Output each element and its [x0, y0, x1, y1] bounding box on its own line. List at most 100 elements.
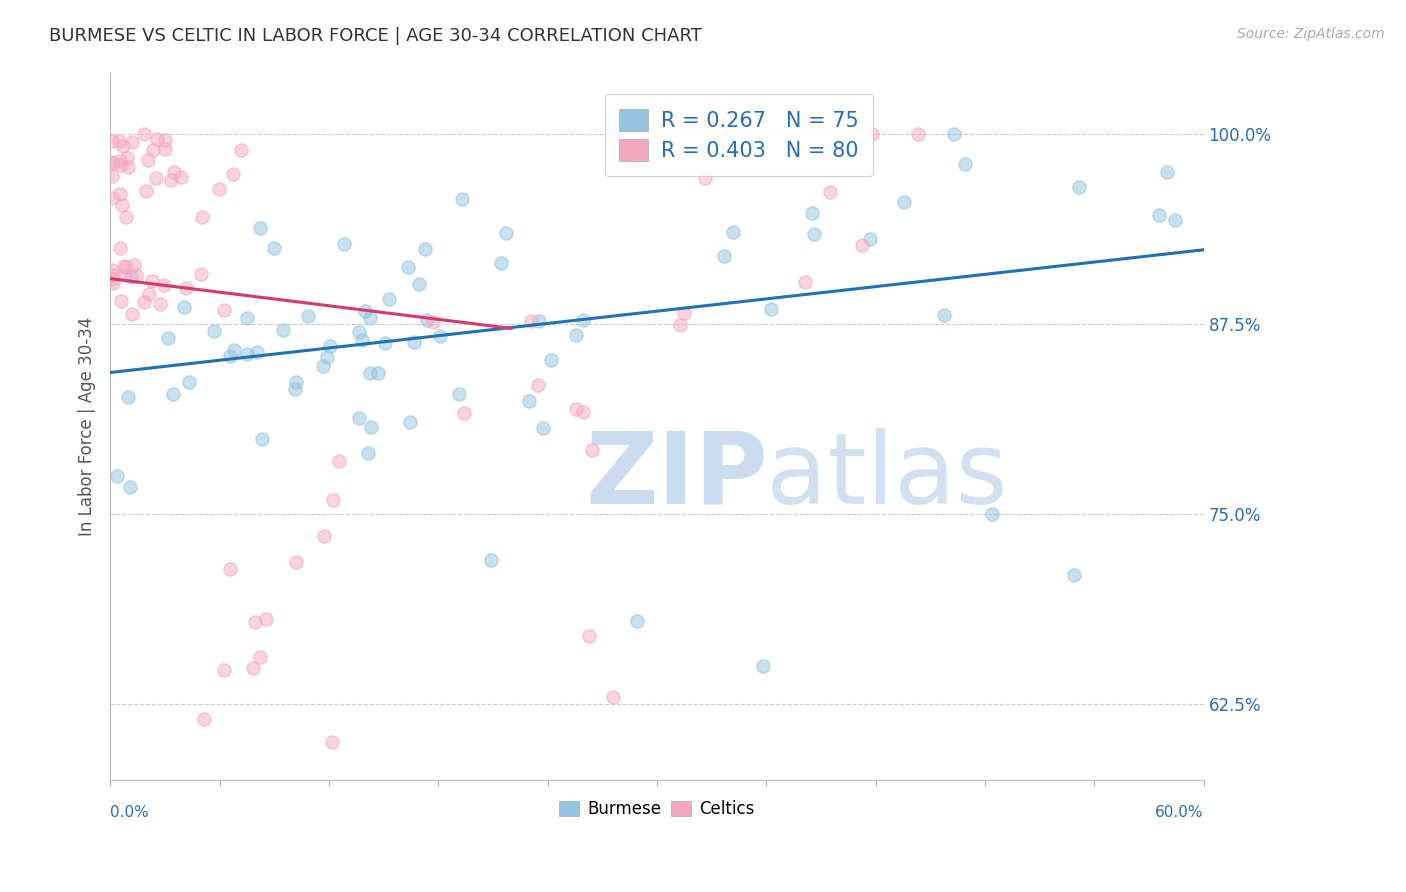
Point [190, 211, 212, 225]
Point [572, 404, 595, 418]
Point [101, 272, 124, 286]
Point [117, 161, 139, 175]
Text: atlas: atlas [766, 427, 1008, 524]
Point [110, 241, 132, 255]
Point [673, 305, 696, 319]
Point [114, 268, 136, 282]
Point [246, 345, 269, 359]
Point [429, 329, 451, 343]
Point [821, 145, 844, 159]
Point [219, 562, 242, 576]
Point [110, 187, 132, 202]
Point [489, 256, 512, 270]
Point [101, 268, 124, 283]
Point [314, 528, 336, 542]
Point [360, 420, 382, 434]
Point [149, 297, 172, 311]
Point [565, 401, 588, 416]
Point [378, 293, 401, 307]
Point [416, 313, 439, 327]
Point [157, 331, 180, 345]
Text: Source: ZipAtlas.com: Source: ZipAtlas.com [1237, 27, 1385, 41]
Point [146, 132, 169, 146]
Point [693, 170, 716, 185]
Point [125, 268, 148, 283]
Point [359, 310, 381, 325]
Point [111, 197, 134, 211]
Point [110, 158, 132, 172]
Point [190, 267, 212, 281]
Point [396, 260, 419, 275]
Point [120, 270, 142, 285]
Point [121, 307, 143, 321]
Point [347, 410, 370, 425]
Point [114, 260, 136, 275]
Point [1147, 208, 1170, 222]
Point [399, 415, 422, 429]
Point [222, 167, 245, 181]
Point [101, 191, 124, 205]
Point [108, 134, 131, 148]
Point [141, 274, 163, 288]
Point [170, 170, 193, 185]
Point [1156, 165, 1178, 179]
Point [208, 182, 231, 196]
Text: ZIP: ZIP [586, 427, 769, 524]
Point [153, 278, 176, 293]
Point [136, 153, 159, 167]
Point [254, 612, 277, 626]
Point [174, 281, 197, 295]
Point [517, 394, 540, 409]
Y-axis label: In Labor Force | Age 30-34: In Labor Force | Age 30-34 [79, 317, 96, 536]
Point [531, 420, 554, 434]
Point [122, 258, 145, 272]
Point [333, 236, 356, 251]
Point [404, 335, 426, 350]
Point [212, 303, 235, 318]
Point [626, 614, 648, 628]
Point [242, 661, 264, 675]
Point [250, 433, 273, 447]
Point [162, 165, 184, 179]
Point [101, 156, 124, 170]
Point [284, 375, 307, 389]
Point [578, 629, 600, 643]
Point [793, 275, 815, 289]
Point [115, 210, 138, 224]
Point [231, 143, 253, 157]
Point [451, 192, 474, 206]
Legend: Burmese, Celtics: Burmese, Celtics [553, 794, 762, 825]
Point [353, 304, 375, 318]
Point [273, 323, 295, 337]
Point [893, 194, 915, 209]
Point [101, 277, 124, 291]
Point [108, 153, 131, 168]
Point [1069, 180, 1091, 194]
Text: BURMESE VS CELTIC IN LABOR FORCE | AGE 30-34 CORRELATION CHART: BURMESE VS CELTIC IN LABOR FORCE | AGE 3… [49, 27, 702, 45]
Point [115, 152, 138, 166]
Point [851, 237, 873, 252]
Point [153, 133, 176, 147]
Text: 60.0%: 60.0% [1156, 805, 1204, 820]
Point [366, 367, 388, 381]
Point [820, 185, 842, 199]
Point [142, 143, 165, 157]
Point [112, 259, 135, 273]
Point [328, 454, 350, 468]
Point [297, 309, 319, 323]
Point [408, 277, 430, 291]
Point [907, 127, 929, 141]
Point [321, 735, 343, 749]
Point [803, 227, 825, 241]
Point [1063, 568, 1085, 582]
Point [581, 443, 603, 458]
Point [145, 170, 167, 185]
Point [943, 127, 966, 141]
Point [101, 134, 124, 148]
Point [160, 172, 183, 186]
Point [540, 352, 562, 367]
Point [718, 127, 741, 141]
Point [236, 347, 259, 361]
Point [212, 663, 235, 677]
Point [162, 387, 184, 401]
